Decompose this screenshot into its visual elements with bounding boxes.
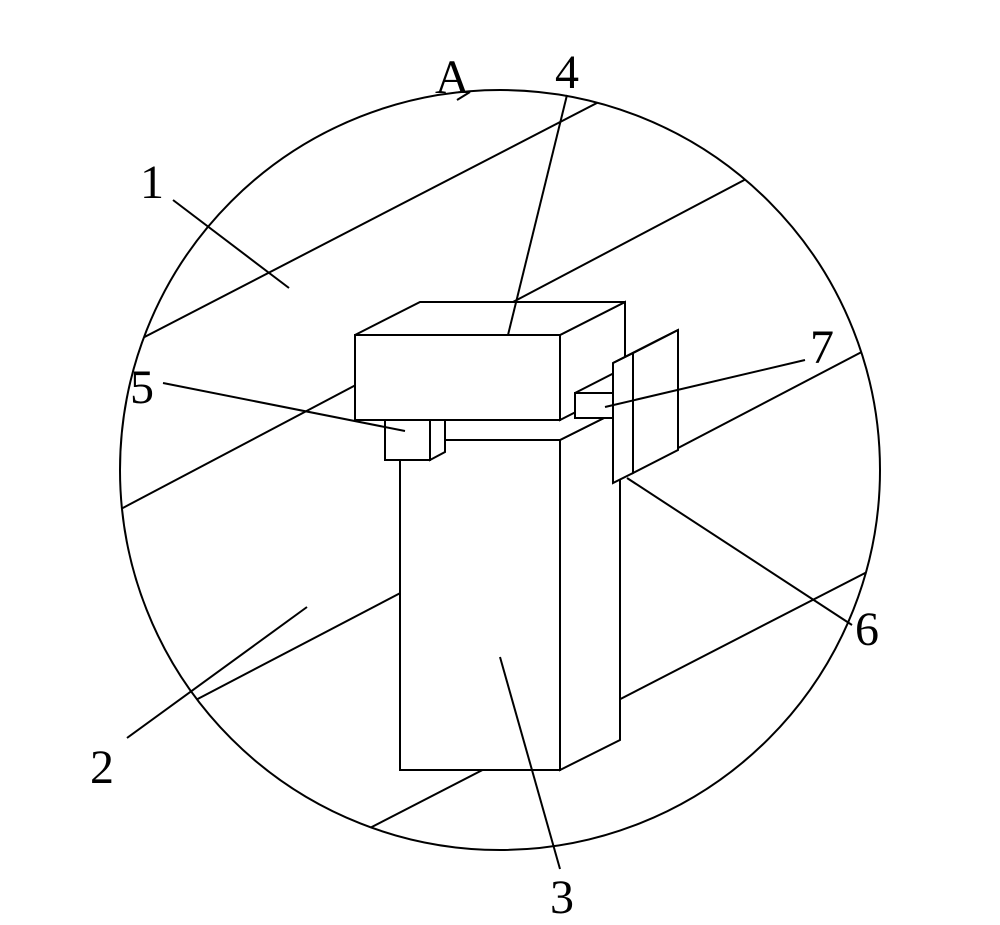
label-1: 1 [140, 155, 164, 210]
label-6: 6 [855, 602, 879, 657]
label-2: 2 [90, 740, 114, 795]
label-4: 4 [555, 45, 579, 100]
technical-drawing-svg [0, 0, 1000, 910]
label-A: A [435, 50, 470, 105]
label-5: 5 [130, 360, 154, 415]
part-3-base-box [400, 410, 620, 770]
label-3: 3 [550, 870, 574, 925]
central-assembly [355, 302, 678, 770]
diagram-container: A 1 2 3 4 5 6 7 [0, 0, 1000, 910]
label-7: 7 [810, 320, 834, 375]
